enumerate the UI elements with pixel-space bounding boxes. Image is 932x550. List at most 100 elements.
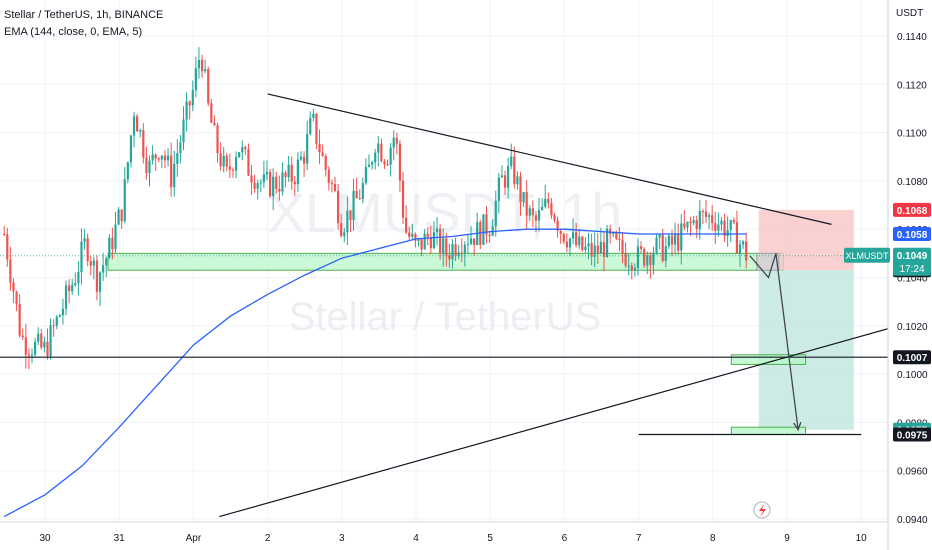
candle-body <box>670 235 674 245</box>
candles-layer <box>3 47 748 369</box>
candle-body <box>213 122 216 126</box>
candle-body <box>281 172 284 192</box>
candle-body <box>488 234 491 236</box>
candle-body <box>15 291 18 304</box>
candle-body <box>605 228 609 258</box>
symbol-tag-box <box>844 247 890 263</box>
candle-body <box>64 285 68 309</box>
watermark-layer: XLMUSDT, 1h Stellar / TetherUS <box>268 181 623 339</box>
candle-body <box>445 238 448 256</box>
time-tick-label: 4 <box>413 533 419 544</box>
price-tick-label: 0.1140 <box>897 32 927 43</box>
candle-body <box>377 143 380 153</box>
candle-body <box>86 238 89 262</box>
candle-body <box>457 252 460 256</box>
candle-body <box>503 175 507 188</box>
candle-body <box>633 267 636 271</box>
candle-body <box>383 161 386 165</box>
candle-body <box>49 325 52 357</box>
lightning-glyph <box>759 504 766 517</box>
candle-body <box>448 255 451 260</box>
candle-body <box>61 308 65 316</box>
take-profit-area <box>758 270 854 430</box>
candle-body <box>720 220 723 225</box>
candle-body <box>516 176 519 185</box>
candle-body <box>420 238 423 250</box>
candle-body <box>102 265 105 273</box>
price-tick-label: 0.0960 <box>897 467 928 478</box>
ema-line <box>3 228 747 518</box>
candle-body <box>398 143 402 181</box>
candle-body <box>717 224 720 231</box>
candle-body <box>330 182 334 184</box>
candle-body <box>414 233 417 241</box>
candle-body <box>95 260 99 292</box>
candle-body <box>732 220 735 223</box>
candle-body <box>3 234 6 236</box>
candle-body <box>340 223 343 237</box>
candle-body <box>618 238 621 240</box>
candle-body <box>77 272 80 284</box>
candle-body <box>247 149 250 176</box>
candle-body <box>643 248 646 266</box>
price-tick-label: 0.1040 <box>897 274 928 285</box>
time-tick-label: 3 <box>339 533 345 544</box>
candle-body <box>24 337 27 355</box>
current-price-label: 0.1049 <box>897 251 928 262</box>
candle-body <box>550 203 553 216</box>
symbol-tag-label: XLMUSDT <box>845 251 889 261</box>
candle-body <box>726 230 729 237</box>
price-tick-label: 0.1120 <box>897 80 927 91</box>
ema-layer <box>3 228 747 518</box>
candle-body <box>321 152 324 156</box>
price-tick-label: 0.1100 <box>897 129 927 140</box>
candle-body <box>142 130 145 158</box>
candle-body <box>333 183 337 191</box>
candle-body <box>166 155 170 161</box>
candle-body <box>111 237 114 250</box>
candle-body <box>435 228 439 233</box>
candle-body <box>584 246 587 251</box>
candle-body <box>364 167 368 184</box>
candle-body <box>306 134 309 164</box>
candle-body <box>244 147 247 150</box>
candle-body <box>302 156 306 164</box>
candle-body <box>367 164 371 168</box>
candle-body <box>74 283 77 285</box>
candle-body <box>738 244 742 254</box>
candle-body <box>299 156 303 160</box>
support-zone <box>107 252 784 271</box>
candle-body <box>423 233 426 250</box>
candle-body <box>55 316 58 326</box>
candle-body <box>460 252 463 254</box>
candle-body <box>46 341 49 357</box>
price-tag-box <box>893 427 931 442</box>
chart-title: Stellar / TetherUS, 1h, BINANCE <box>4 9 164 21</box>
candle-body <box>30 354 34 356</box>
candle-body <box>139 130 142 132</box>
candle-body <box>284 172 287 178</box>
time-tick-label: 2 <box>265 533 271 544</box>
candle-body <box>473 238 476 246</box>
candle-body <box>355 190 358 199</box>
candle-body <box>405 217 408 233</box>
candle-body <box>534 215 538 221</box>
time-tick-label: 7 <box>636 533 642 544</box>
candle-body <box>21 335 24 338</box>
candle-body <box>525 192 528 216</box>
price-tag-box <box>893 350 931 365</box>
candle-body <box>40 333 43 348</box>
candle-body <box>12 282 15 292</box>
candle-body <box>380 143 383 162</box>
candle-body <box>170 155 173 188</box>
candle-body <box>615 232 618 239</box>
candle-body <box>389 147 392 165</box>
candle-body <box>151 154 154 161</box>
candle-body <box>735 222 739 254</box>
zones-layer <box>107 209 854 435</box>
candle-body <box>43 341 46 348</box>
candle-body <box>590 243 593 257</box>
time-tick-label: 10 <box>856 533 868 544</box>
